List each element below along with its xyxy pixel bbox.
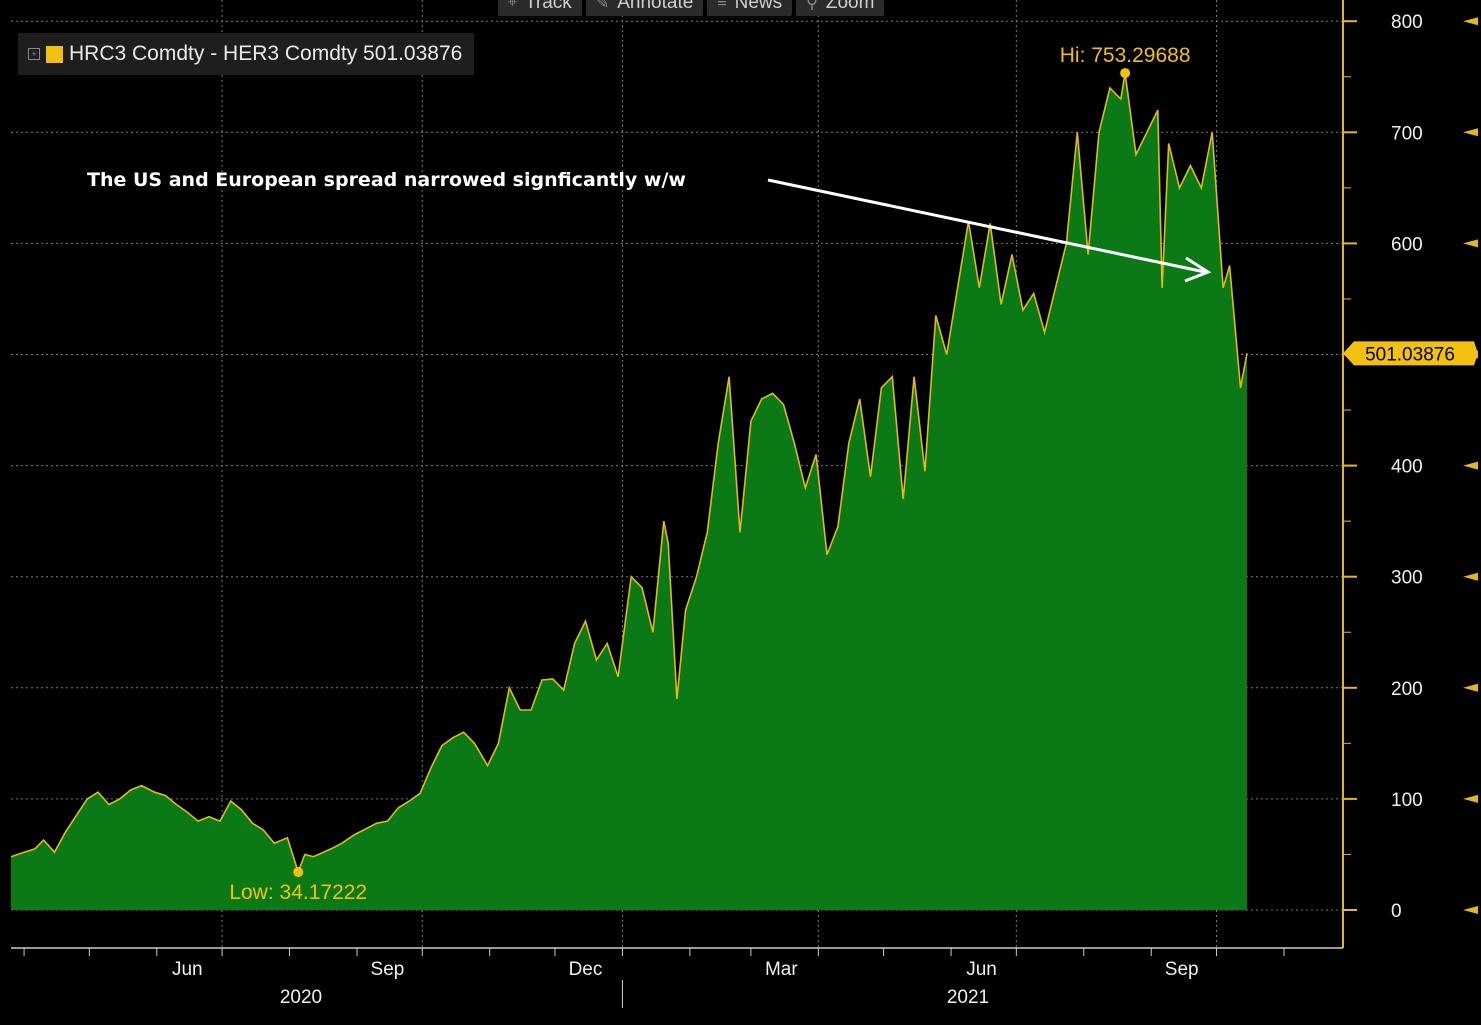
x-tick-label: Dec — [569, 959, 603, 980]
y-tick-pointer — [1463, 461, 1478, 470]
series-area — [10, 72, 1248, 911]
last-value-label: 501.03876 — [1365, 344, 1455, 365]
axes: 0100200300400500600700800JunSepDecMarJun… — [11, 0, 1478, 1008]
y-tick-label: 700 — [1391, 123, 1423, 144]
annotation-arrow-line — [767, 178, 1206, 274]
news-button[interactable]: ≡ News — [707, 0, 793, 16]
x-tick-label: Mar — [765, 959, 798, 980]
series-area-fill — [11, 73, 1247, 911]
annotate-button[interactable]: ✎ Annotate — [585, 0, 704, 16]
annotation-text: The US and European spread narrowed sign… — [87, 169, 686, 191]
legend[interactable]: + HRC3 Comdty - HER3 Comdty 501.03876 — [18, 33, 475, 75]
zoom-label: Zoom — [825, 0, 875, 13]
y-tick-pointer — [1463, 17, 1478, 26]
y-tick-label: 800 — [1391, 12, 1423, 33]
high-marker — [1120, 68, 1131, 79]
y-tick-label: 400 — [1391, 457, 1423, 478]
plus-box-icon[interactable]: + — [28, 48, 40, 60]
series-line — [10, 72, 1248, 875]
x-tick-label: Sep — [1165, 959, 1199, 980]
y-tick-label: 600 — [1391, 234, 1423, 255]
y-tick-pointer — [1463, 239, 1478, 248]
annotation-arrow — [767, 178, 1212, 283]
track-button[interactable]: ⌖ Track — [498, 0, 582, 16]
low-marker — [293, 867, 304, 878]
y-tick-pointer — [1463, 906, 1478, 914]
zoom-button[interactable]: ⚲ Zoom — [796, 0, 885, 16]
list-icon: ≡ — [717, 0, 727, 11]
y-tick-pointer — [1463, 683, 1478, 692]
annotate-label: Annotate — [617, 0, 694, 13]
year-label: 2020 — [280, 987, 322, 1008]
crosshair-icon: ⌖ — [508, 0, 518, 11]
x-tick-label: Jun — [966, 959, 997, 980]
last-value-tag — [1343, 341, 1478, 366]
x-tick-label: Sep — [371, 959, 405, 980]
legend-label: HRC3 Comdty - HER3 Comdty 501.03876 — [69, 42, 463, 65]
y-tick-pointer — [1463, 128, 1478, 137]
y-tick-pointer — [1463, 572, 1478, 581]
year-label: 2021 — [947, 987, 989, 1008]
news-label: News — [734, 0, 783, 13]
track-label: Track — [525, 0, 572, 13]
annotation-arrow-head — [1184, 256, 1212, 283]
y-tick-pointer — [1463, 794, 1478, 803]
y-tick-label: 300 — [1391, 568, 1423, 589]
y-tick-label: 0 — [1391, 901, 1402, 922]
y-tick-label: 200 — [1391, 679, 1423, 700]
legend-swatch — [46, 45, 63, 63]
low-label: Low: 34.17222 — [229, 881, 367, 904]
y-tick-label: 100 — [1391, 790, 1423, 811]
x-tick-label: Jun — [172, 959, 203, 980]
extreme-markers: Hi: 753.29688 Low: 34.17222 — [229, 44, 1190, 904]
pencil-icon: ✎ — [595, 0, 610, 12]
high-label: Hi: 753.29688 — [1060, 44, 1191, 67]
chart-toolbar: ⌖ Track ✎ Annotate ≡ News ⚲ Zoom — [498, 0, 885, 16]
magnifier-icon: ⚲ — [806, 0, 818, 12]
